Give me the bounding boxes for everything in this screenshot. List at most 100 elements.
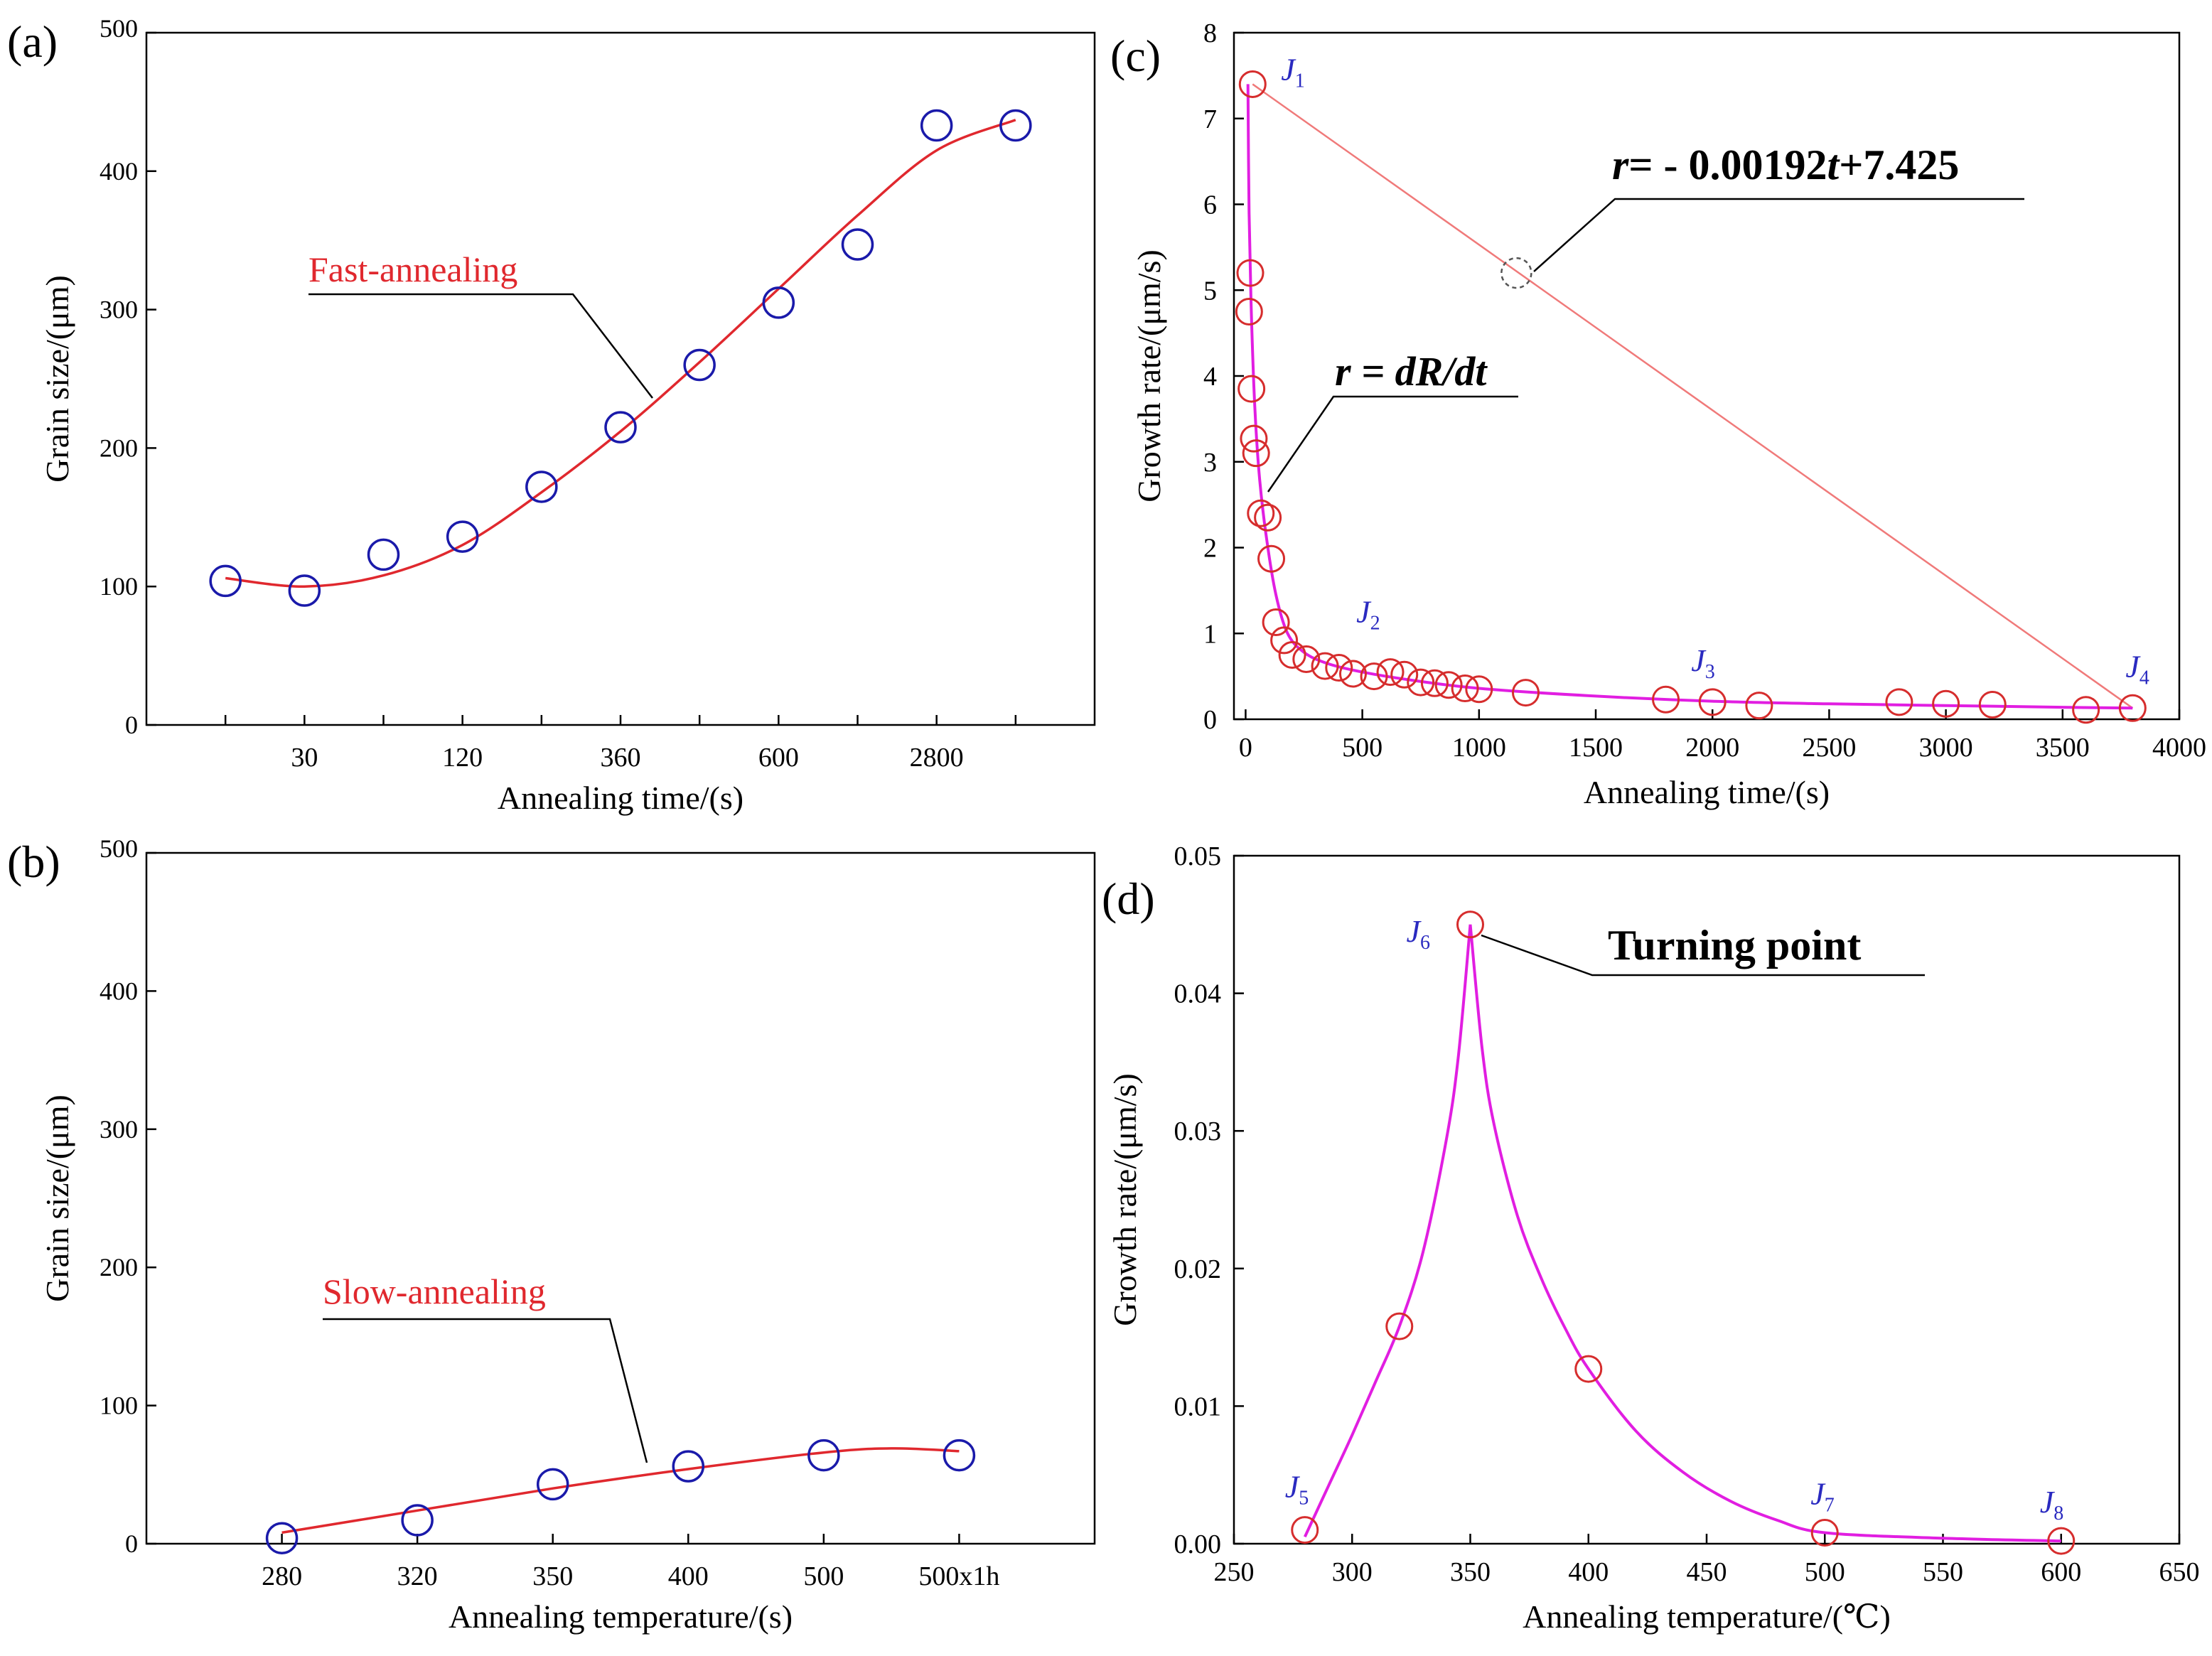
x-tick-label: 500 bbox=[803, 1561, 844, 1591]
x-tick-label: 3500 bbox=[2036, 733, 2090, 763]
point-label-J5: J5 bbox=[1285, 1470, 1309, 1510]
data-point bbox=[1698, 688, 1727, 716]
x-tick-label: 250 bbox=[1214, 1557, 1255, 1587]
point-label-J7-sub: 7 bbox=[1825, 1495, 1835, 1517]
turning-point-label: Turning point bbox=[1608, 922, 1861, 969]
y-tick-label: 0.05 bbox=[1174, 842, 1222, 871]
y-tick-label: 0.04 bbox=[1174, 979, 1222, 1009]
y-tick-label: 400 bbox=[100, 157, 138, 186]
eq-mid: = - 0.00192 bbox=[1628, 141, 1827, 188]
point-label-J8-sub: 8 bbox=[2053, 1502, 2063, 1525]
rate-curve-decay bbox=[1469, 924, 2061, 1543]
rate-curve bbox=[1246, 84, 2133, 710]
x-tick-label: 400 bbox=[668, 1561, 709, 1591]
fit-label: Slow-annealing bbox=[323, 1271, 546, 1311]
y-tick-label: 200 bbox=[100, 434, 138, 462]
data-point bbox=[1511, 679, 1540, 707]
y-tick-label: 0 bbox=[125, 711, 138, 739]
point-label-J4: J4 bbox=[2125, 649, 2149, 689]
x-tick-label: 3000 bbox=[1919, 733, 1973, 763]
data-point bbox=[1270, 626, 1299, 655]
point-label-J3-sub: 3 bbox=[1705, 661, 1715, 683]
y-tick-label: 200 bbox=[100, 1253, 138, 1281]
point-label-J2: J2 bbox=[1356, 594, 1380, 634]
data-point bbox=[1262, 608, 1290, 637]
y-axis-title: Growth rate/(μm/s) bbox=[1107, 1073, 1143, 1326]
equation-leader bbox=[1533, 198, 2024, 272]
data-point bbox=[1311, 652, 1339, 680]
x-tick-label: 400 bbox=[1568, 1557, 1609, 1587]
x-tick-label: 2800 bbox=[910, 743, 964, 773]
data-point bbox=[1465, 675, 1493, 704]
x-tick-label: 600 bbox=[758, 743, 799, 773]
point-label-J6: J6 bbox=[1407, 914, 1431, 954]
point-label-J6-j: J bbox=[1407, 914, 1422, 949]
equation-label: r= - 0.00192t+7.425 bbox=[1612, 141, 1959, 188]
x-tick-label: 0 bbox=[1239, 733, 1252, 763]
point-label-J8-j: J bbox=[2040, 1485, 2056, 1520]
data-point bbox=[1238, 70, 1267, 98]
point-label-J4-j: J bbox=[2125, 649, 2141, 684]
data-point bbox=[1237, 375, 1266, 403]
data-point bbox=[920, 109, 953, 142]
point-label-J3-j: J bbox=[1691, 643, 1707, 678]
data-point bbox=[401, 1504, 434, 1537]
x-tick-label: 1500 bbox=[1569, 733, 1623, 763]
y-tick-label: 300 bbox=[100, 1115, 138, 1144]
y-tick-label: 500 bbox=[100, 14, 138, 43]
data-point bbox=[807, 1439, 840, 1472]
data-point bbox=[1291, 1516, 1319, 1544]
x-tick-label: 2000 bbox=[1685, 733, 1739, 763]
data-point bbox=[1885, 688, 1913, 716]
y-tick-label: 400 bbox=[100, 977, 138, 1005]
panel-c: (c) 0 1 2 3 4 5 6 7 8 0 500 1000 1500 2000 2500 3000 3500… bbox=[1110, 18, 2206, 810]
x-tick-label: 30 bbox=[291, 743, 318, 773]
data-point bbox=[1574, 1355, 1603, 1383]
data-point bbox=[943, 1439, 976, 1472]
panel-b-frame bbox=[145, 851, 1096, 1545]
data-point bbox=[1420, 669, 1449, 697]
data-point bbox=[1385, 1312, 1414, 1340]
data-point bbox=[1235, 297, 1263, 326]
data-point bbox=[1360, 662, 1388, 691]
x-tick-label: 650 bbox=[2159, 1557, 2200, 1587]
y-axis-title: Grain size/(μm) bbox=[39, 275, 75, 483]
y-tick-label: 100 bbox=[100, 1392, 138, 1420]
rate-curve-rise bbox=[1303, 924, 1472, 1538]
data-point bbox=[999, 109, 1032, 142]
x-axis-title: Annealing temperature/(s) bbox=[449, 1598, 793, 1635]
point-label-J4-sub: 4 bbox=[2139, 667, 2149, 689]
y-axis-title: Grain size/(μm) bbox=[39, 1095, 75, 1302]
data-point bbox=[841, 228, 874, 261]
data-point bbox=[762, 286, 795, 319]
y-tick-label: 7 bbox=[1203, 104, 1217, 134]
x-axis-title: Annealing time/(s) bbox=[498, 780, 743, 816]
point-label-J7: J7 bbox=[1810, 1477, 1835, 1517]
data-point bbox=[683, 348, 716, 382]
x-tick-label: 500 bbox=[1805, 1557, 1845, 1587]
data-point bbox=[1325, 654, 1353, 682]
data-point bbox=[1247, 499, 1275, 527]
fit-label: Fast-annealing bbox=[308, 249, 517, 289]
y-tick-label: 8 bbox=[1203, 18, 1217, 48]
data-point bbox=[672, 1450, 705, 1483]
point-label-J1-sub: 1 bbox=[1295, 70, 1305, 92]
panel-d-label: (d) bbox=[1102, 873, 1155, 924]
y-tick-label: 500 bbox=[100, 834, 138, 863]
linear-fit-line bbox=[1252, 83, 2134, 709]
y-tick-label: 100 bbox=[100, 572, 138, 601]
y-tick-label: 6 bbox=[1203, 190, 1217, 220]
data-point bbox=[2072, 696, 2100, 724]
x-tick-label: 120 bbox=[442, 743, 483, 773]
data-point bbox=[446, 520, 479, 553]
x-axis-title: Annealing time/(s) bbox=[1584, 774, 1830, 810]
point-label-J3: J3 bbox=[1691, 643, 1715, 683]
y-axis-title: Growth rate/(μm/s) bbox=[1131, 249, 1167, 502]
fit-label-leader bbox=[323, 1318, 648, 1463]
panel-d: (d) 0.00 0.01 0.02 0.03 0.04 0.05 250 300 350 400 4… bbox=[1102, 842, 2200, 1635]
x-axis-title: Annealing temperature/(℃) bbox=[1523, 1598, 1891, 1635]
eq-suffix: +7.425 bbox=[1839, 141, 1959, 188]
point-label-J1: J1 bbox=[1281, 52, 1305, 92]
x-tick-label: 450 bbox=[1687, 1557, 1727, 1587]
